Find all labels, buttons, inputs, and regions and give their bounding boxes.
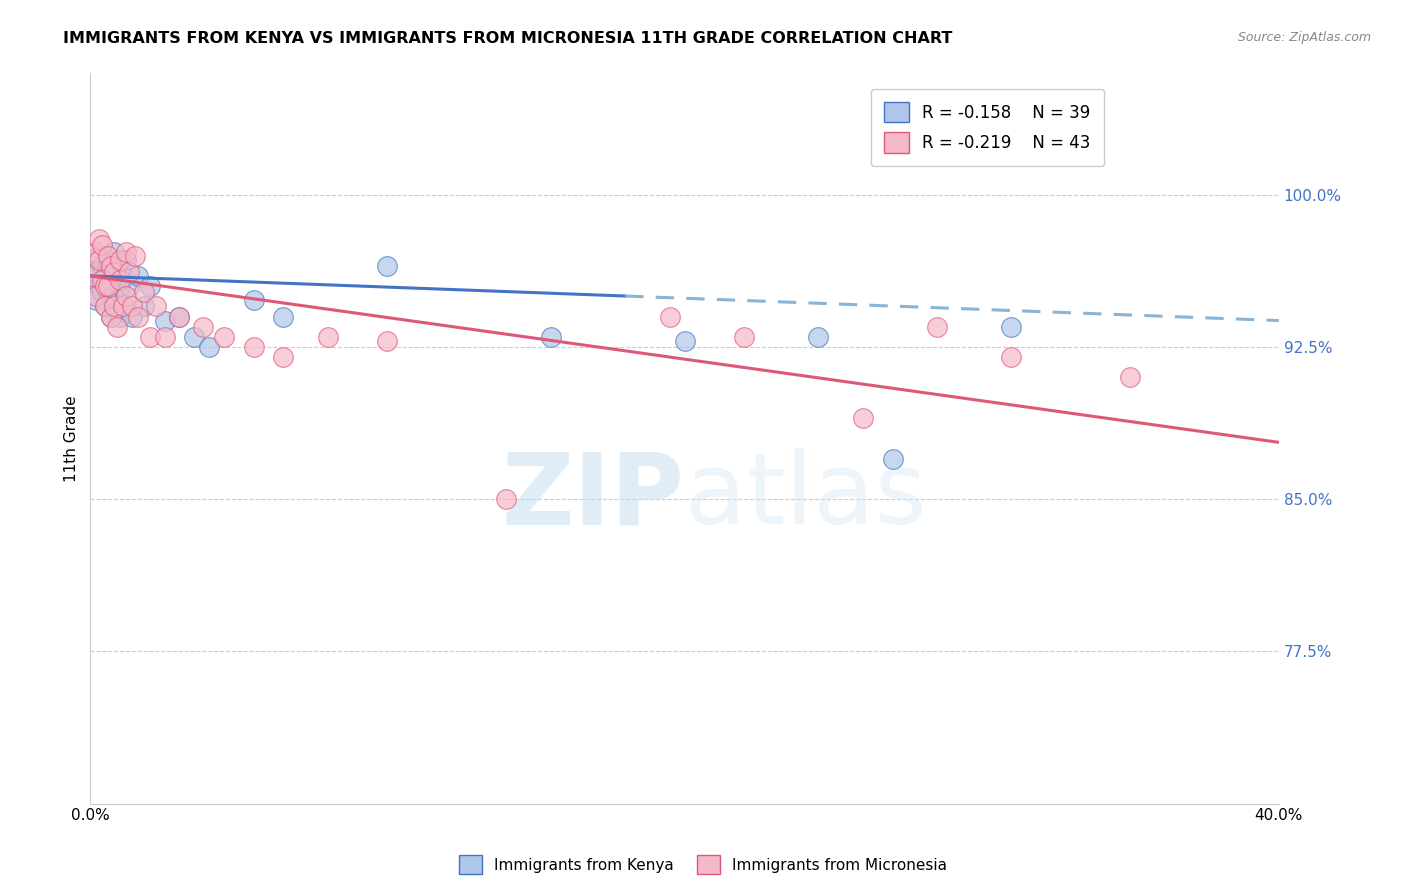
Y-axis label: 11th Grade: 11th Grade [65,395,79,482]
Point [132,285,155,300]
Point [100,310,122,324]
Point [124,249,146,263]
Point [882,451,904,466]
Point [84,289,107,303]
Point [807,330,830,344]
Point [115,289,138,303]
Point [82,273,104,287]
Point [153,330,176,344]
Point [169,310,191,324]
Point [1000,319,1022,334]
Point [84,244,107,259]
Point [97,249,120,263]
Point [127,268,149,283]
Point [273,350,295,364]
Point [193,319,215,334]
Point [103,273,125,287]
Point [242,340,264,354]
Point [377,259,399,273]
Point [169,310,191,324]
Point [273,310,295,324]
Point [91,238,114,252]
Point [1119,370,1142,384]
Point [145,299,167,313]
Point [115,244,138,259]
Point [927,319,949,334]
Point [115,252,138,267]
Point [89,249,111,263]
Point [111,299,134,313]
Point [108,279,131,293]
Point [89,232,111,246]
Point [540,330,562,344]
Legend: Immigrants from Kenya, Immigrants from Micronesia: Immigrants from Kenya, Immigrants from M… [453,849,953,880]
Point [94,268,117,283]
Point [82,268,104,283]
Point [91,259,114,273]
Point [108,273,131,287]
Point [183,330,205,344]
Point [100,265,122,279]
Point [212,330,235,344]
Text: Source: ZipAtlas.com: Source: ZipAtlas.com [1237,31,1371,45]
Point [91,273,114,287]
Point [127,310,149,324]
Point [852,411,875,425]
Point [132,299,155,313]
Point [89,279,111,293]
Point [118,265,141,279]
Point [121,299,143,313]
Point [658,310,681,324]
Point [91,285,114,300]
Point [103,265,125,279]
Point [100,310,122,324]
Point [89,252,111,267]
Text: ZIP: ZIP [502,449,685,545]
Point [673,334,696,348]
Point [198,340,221,354]
Text: IMMIGRANTS FROM KENYA VS IMMIGRANTS FROM MICRONESIA 11TH GRADE CORRELATION CHART: IMMIGRANTS FROM KENYA VS IMMIGRANTS FROM… [63,31,953,46]
Point [103,244,125,259]
Point [94,299,117,313]
Point [97,279,120,293]
Point [108,252,131,267]
Point [105,293,128,308]
Point [84,265,107,279]
Point [111,268,134,283]
Point [105,319,128,334]
Point [100,259,122,273]
Point [377,334,399,348]
Point [139,279,162,293]
Point [1000,350,1022,364]
Legend: R = -0.158    N = 39, R = -0.219    N = 43: R = -0.158 N = 39, R = -0.219 N = 43 [870,88,1104,166]
Point [108,310,131,324]
Point [242,293,264,308]
Point [316,330,339,344]
Point [495,492,517,507]
Point [94,299,117,313]
Point [733,330,755,344]
Point [97,252,120,267]
Point [121,310,143,324]
Point [94,279,117,293]
Point [103,299,125,313]
Point [105,259,128,273]
Point [97,285,120,300]
Point [84,293,107,308]
Point [153,313,176,327]
Point [118,279,141,293]
Point [139,330,162,344]
Text: atlas: atlas [685,449,927,545]
